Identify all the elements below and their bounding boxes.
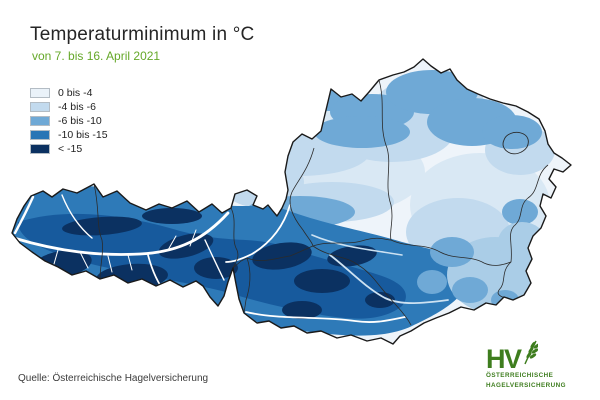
legend-swatch — [30, 116, 50, 126]
legend-label: -6 bis -10 — [58, 115, 102, 127]
legend-swatch — [30, 88, 50, 98]
legend-label: < -15 — [58, 143, 83, 155]
state-borders — [93, 79, 549, 326]
legend-item: -6 bis -10 — [30, 114, 108, 128]
country-border — [11, 58, 572, 345]
legend-swatch — [30, 144, 50, 154]
logo-abbr: HV — [486, 343, 522, 374]
legend: 0 bis -4 -4 bis -6 -6 bis -10 -10 bis -1… — [30, 86, 108, 156]
legend-swatch — [30, 130, 50, 140]
legend-swatch — [30, 102, 50, 112]
legend-item: -10 bis -15 — [30, 128, 108, 142]
source-attribution: Quelle: Österreichische Hagelversicherun… — [18, 373, 209, 384]
logo-line1: ÖSTERREICHISCHE — [486, 372, 554, 380]
valley-veins — [12, 194, 449, 323]
logo-line2: HAGELVERSICHERUNG — [486, 381, 566, 389]
legend-item: 0 bis -4 — [30, 86, 108, 100]
legend-label: -4 bis -6 — [58, 101, 96, 113]
legend-item: -4 bis -6 — [30, 100, 108, 114]
date-range-subtitle: von 7. bis 16. April 2021 — [32, 49, 161, 63]
legend-label: -10 bis -15 — [58, 129, 108, 141]
legend-label: 0 bis -4 — [58, 87, 93, 99]
page-title: Temperaturminimum in °C — [30, 24, 255, 45]
hagelversicherung-logo: HV ÖSTERREICHISCHE HAGELVERSICHERUNG — [486, 339, 586, 390]
wheat-ear-icon — [522, 339, 540, 370]
legend-item: < -15 — [30, 142, 108, 156]
vienna-outline — [502, 131, 529, 155]
